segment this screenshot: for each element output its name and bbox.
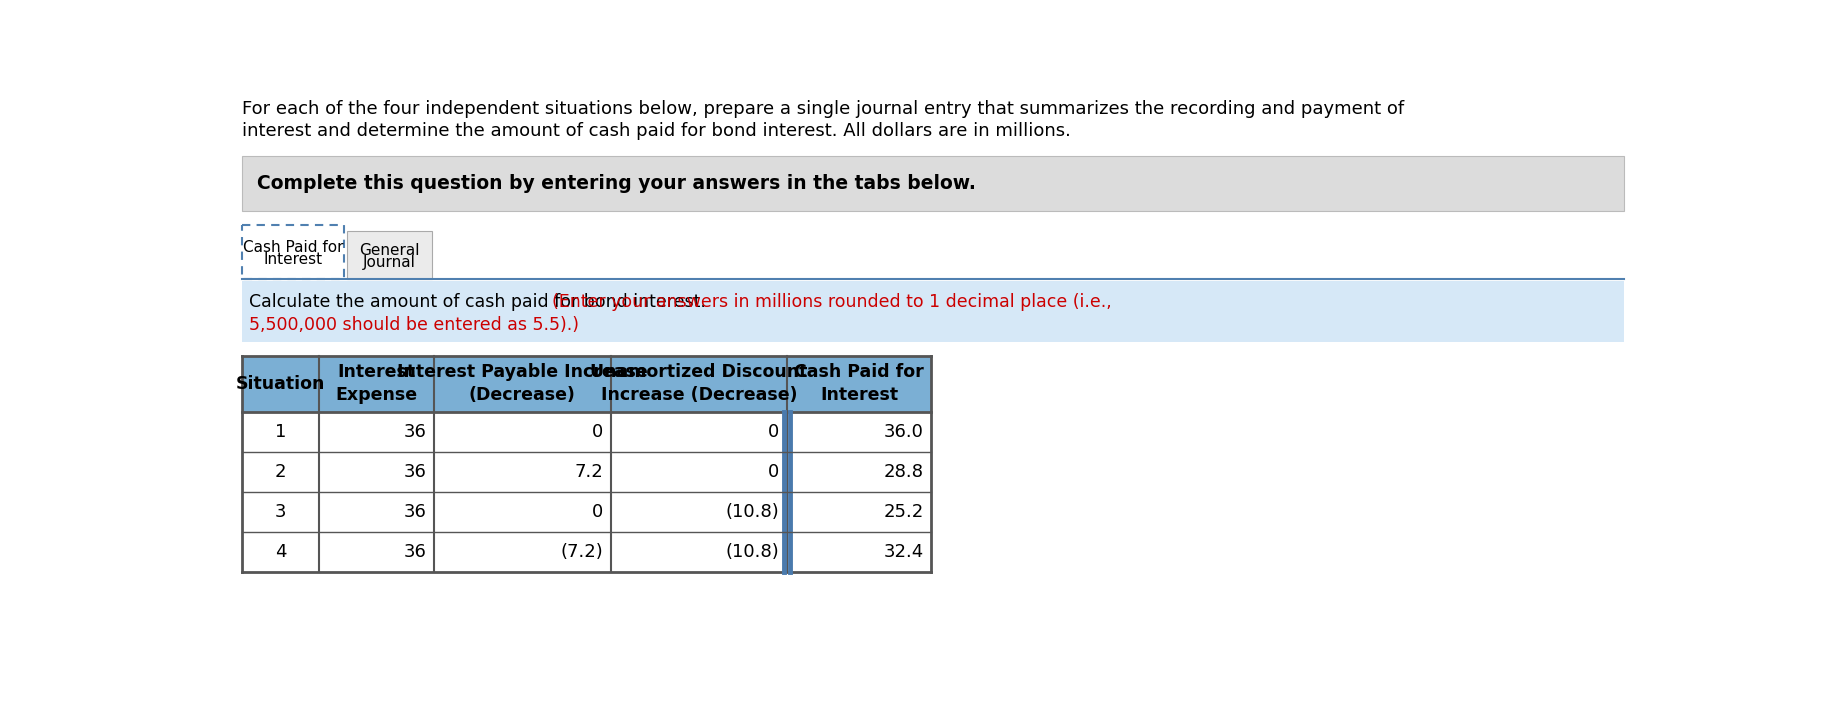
- Text: 3: 3: [275, 503, 286, 521]
- Text: Situation: Situation: [235, 375, 324, 393]
- Bar: [242, 356, 931, 412]
- Text: 0: 0: [592, 503, 603, 521]
- Text: Interest
Expense: Interest Expense: [335, 363, 417, 404]
- Text: Unamortized Discount
Increase (Decrease): Unamortized Discount Increase (Decrease): [590, 363, 807, 404]
- Text: 5,500,000 should be entered as 5.5).): 5,500,000 should be entered as 5.5).): [250, 316, 579, 334]
- Text: (Enter your answers in millions rounded to 1 decimal place (i.e.,: (Enter your answers in millions rounded …: [552, 293, 1111, 311]
- Text: Cash Paid for: Cash Paid for: [242, 240, 343, 255]
- Bar: [242, 225, 344, 279]
- Text: 36: 36: [403, 422, 426, 440]
- Text: interest and determine the amount of cash paid for bond interest. All dollars ar: interest and determine the amount of cas…: [242, 122, 1071, 140]
- Bar: [242, 156, 1623, 212]
- Bar: [242, 281, 1623, 342]
- Bar: [242, 356, 931, 572]
- Bar: [348, 231, 432, 279]
- Text: (10.8): (10.8): [725, 543, 780, 561]
- Text: Interest: Interest: [264, 253, 322, 267]
- Text: 0: 0: [769, 463, 780, 481]
- Text: Interest Payable Increase
(Decrease): Interest Payable Increase (Decrease): [397, 363, 647, 404]
- Text: 32.4: 32.4: [884, 543, 924, 561]
- Text: For each of the four independent situations below, prepare a single journal entr: For each of the four independent situati…: [242, 100, 1403, 118]
- Text: 36: 36: [403, 463, 426, 481]
- Text: 0: 0: [592, 422, 603, 440]
- Text: General: General: [359, 243, 421, 258]
- Text: 25.2: 25.2: [884, 503, 924, 521]
- Text: 36: 36: [403, 503, 426, 521]
- Text: 0: 0: [769, 422, 780, 440]
- Text: 1: 1: [275, 422, 286, 440]
- Text: 28.8: 28.8: [884, 463, 924, 481]
- Text: (10.8): (10.8): [725, 503, 780, 521]
- Text: 4: 4: [275, 543, 286, 561]
- Text: Calculate the amount of cash paid for bond interest.: Calculate the amount of cash paid for bo…: [250, 293, 712, 311]
- Text: 36: 36: [403, 543, 426, 561]
- Text: 2: 2: [275, 463, 286, 481]
- Text: Journal: Journal: [363, 256, 415, 271]
- Text: Cash Paid for
Interest: Cash Paid for Interest: [794, 363, 924, 404]
- Text: Complete this question by entering your answers in the tabs below.: Complete this question by entering your …: [257, 174, 977, 193]
- Text: 7.2: 7.2: [574, 463, 603, 481]
- Text: 36.0: 36.0: [884, 422, 924, 440]
- Text: (7.2): (7.2): [559, 543, 603, 561]
